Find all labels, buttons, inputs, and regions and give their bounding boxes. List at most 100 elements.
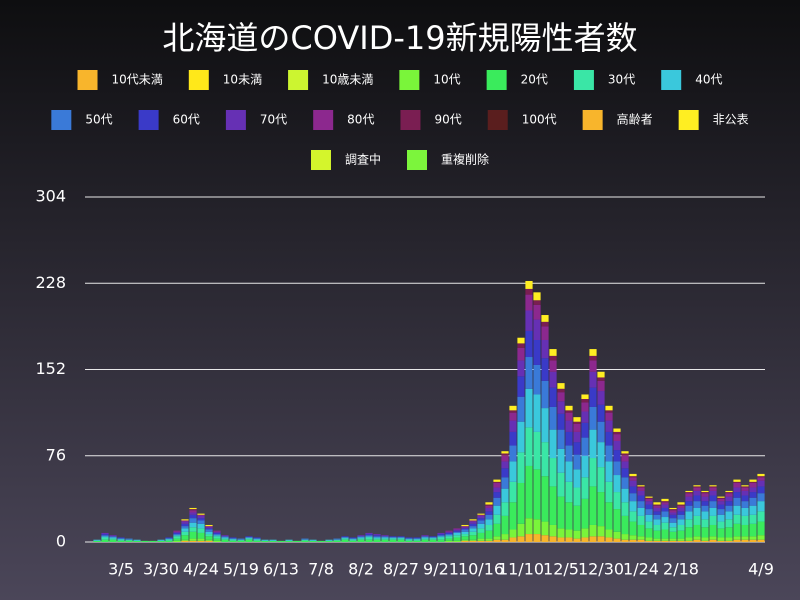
bar-segment (757, 473, 765, 477)
bar-segment (557, 537, 565, 542)
x-tick-label: 10/16 (458, 560, 504, 579)
bar-segment (181, 531, 189, 536)
bar-segment (181, 539, 189, 541)
bar-segment (197, 540, 205, 542)
bar-segment (613, 509, 621, 532)
bar-segment (445, 535, 453, 537)
x-tick-label: 2/18 (663, 560, 699, 579)
bar-segment (557, 401, 565, 414)
bar-segment (741, 515, 749, 525)
x-tick-label: 1/24 (623, 560, 659, 579)
bar-segment (573, 454, 581, 470)
bar-segment (669, 531, 677, 539)
bar-segment (541, 408, 549, 443)
bar-segment (237, 539, 245, 541)
bar-segment (541, 521, 549, 536)
bar-segment (445, 536, 453, 539)
bar-segment (213, 538, 221, 541)
legend-swatch (310, 150, 331, 170)
bar-segment (749, 479, 757, 482)
bar-segment (381, 539, 389, 542)
bar-segment (669, 510, 677, 513)
bar-segment (717, 521, 725, 529)
bar-segment (349, 539, 357, 541)
bar-segment (669, 538, 677, 541)
bar-segment (701, 511, 709, 520)
bar-segment (565, 445, 573, 462)
bar-segment (597, 404, 605, 422)
bar-segment (269, 540, 277, 542)
bar-segment (117, 540, 125, 542)
bar-segment (613, 492, 621, 510)
bar-segment (717, 540, 725, 542)
bar-segment (549, 486, 557, 525)
bar-segment (101, 534, 109, 536)
bar-segment (285, 540, 293, 542)
bar-segment (533, 469, 541, 520)
bar-segment (365, 535, 373, 537)
bar-segment (181, 520, 189, 522)
bar-segment (517, 376, 525, 397)
bar-segment (709, 536, 717, 540)
bar-segment (685, 527, 693, 538)
bar-segment (525, 280, 533, 289)
bar-segment (461, 529, 469, 532)
bar-segment (685, 501, 693, 506)
bar-segment (613, 450, 621, 462)
bar-segment (373, 535, 381, 537)
bar-segment (741, 524, 749, 537)
bar-segment (197, 538, 205, 541)
bar-segment (757, 539, 765, 542)
bar-segment (445, 534, 453, 536)
bar-segment (541, 358, 549, 381)
bar-segment (429, 539, 437, 542)
y-tick-label: 76 (46, 445, 66, 464)
bar-segment (357, 535, 365, 537)
bar-segment (501, 461, 509, 469)
bar-segment (109, 536, 117, 538)
bar-segment (573, 431, 581, 443)
bar-segment (653, 504, 661, 506)
x-tick-label: 8/27 (383, 560, 419, 579)
bar-segment (605, 412, 613, 421)
bar-segment (725, 537, 733, 541)
bar-segment (533, 534, 541, 542)
bar-segment (613, 461, 621, 476)
bar-segment (725, 505, 733, 512)
bar-segment (549, 355, 557, 361)
bar-segment (477, 540, 485, 542)
bar-segment (533, 292, 541, 301)
bar-segment (629, 480, 637, 487)
x-tick-label: 9/21 (423, 560, 459, 579)
bar-segment (469, 531, 477, 536)
bar-segment (493, 481, 501, 483)
bar-segment (637, 501, 645, 508)
bar-segment (693, 524, 701, 537)
legend-label: 100代 (522, 113, 557, 127)
bar-segment (693, 507, 701, 516)
bar-segment (637, 524, 645, 537)
bar-segment (741, 536, 749, 540)
bar-segment (629, 501, 637, 512)
bar-segment (669, 507, 677, 510)
legend-label: 20代 (521, 73, 548, 87)
bar-segment (549, 406, 557, 430)
bar-segment (549, 524, 557, 537)
bar-segment (477, 515, 485, 519)
bar-segment (549, 429, 557, 459)
bar-segment (589, 524, 597, 537)
bar-segment (517, 421, 525, 453)
bar-segment (725, 519, 733, 528)
bar-segment (405, 538, 413, 540)
bar-segment (693, 536, 701, 540)
bar-segment (501, 468, 509, 478)
bar-segment (749, 514, 757, 524)
bar-segment (549, 371, 557, 388)
bar-segment (477, 513, 485, 515)
bar-segment (173, 540, 181, 542)
bar-segment (685, 490, 693, 493)
x-tick-label: 12/5 (543, 560, 579, 579)
bar-segment (349, 540, 357, 542)
chart-title: 北海道のCOVID-19新規陽性者数 (162, 19, 637, 57)
bar-segment (469, 535, 477, 540)
